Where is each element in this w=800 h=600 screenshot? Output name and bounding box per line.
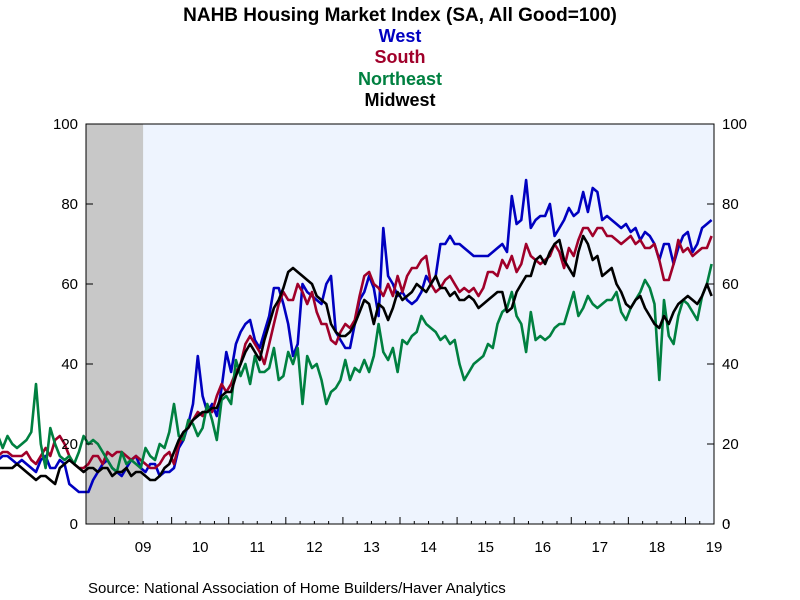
y-tick-label-right-40: 40 — [722, 356, 739, 373]
y-tick-label-right-80: 80 — [722, 196, 739, 213]
y-tick-label-right-60: 60 — [722, 276, 739, 293]
series-layer — [0, 178, 713, 494]
y-tick-label-right-100: 100 — [722, 116, 747, 133]
y-tick-label-left-100: 100 — [53, 116, 78, 133]
x-tick-label-18: 18 — [649, 539, 666, 556]
legend-south: South — [375, 47, 426, 67]
y-tick-label-left-20: 20 — [61, 436, 78, 453]
y-tick-label-right-20: 20 — [722, 436, 739, 453]
legend-midwest: Midwest — [364, 90, 435, 110]
x-tick-label-15: 15 — [477, 539, 494, 556]
series-line-midwest — [0, 234, 713, 486]
x-tick-label-09: 09 — [135, 539, 152, 556]
x-tick-label-12: 12 — [306, 539, 323, 556]
axes-layer: 0 0 20 20 40 40 60 60 80 80 100 100 09 10 11 12 13 14 15 16… — [53, 116, 747, 556]
plot-area — [86, 124, 714, 524]
y-tick-label-right-0: 0 — [722, 516, 730, 533]
x-tick-label-14: 14 — [420, 539, 437, 556]
x-tick-label-16: 16 — [534, 539, 551, 556]
x-tick-label-10: 10 — [192, 539, 209, 556]
x-tick-label-17: 17 — [591, 539, 608, 556]
x-tick-label-11: 11 — [249, 539, 265, 556]
source-note: Source: National Association of Home Bui… — [88, 580, 506, 597]
legend-northeast: Northeast — [358, 69, 442, 89]
y-tick-label-left-40: 40 — [61, 356, 78, 373]
series-line-northeast — [0, 263, 713, 474]
legend-west: West — [379, 26, 422, 46]
y-tick-label-left-80: 80 — [61, 196, 78, 213]
x-tick-label-13: 13 — [363, 539, 380, 556]
series-line-west — [0, 178, 713, 494]
plot-frame — [85, 123, 715, 525]
y-tick-label-left-60: 60 — [61, 276, 78, 293]
chart-title: NAHB Housing Market Index (SA, All Good=… — [183, 5, 617, 26]
x-tick-label-19: 19 — [706, 539, 723, 556]
y-tick-label-left-0: 0 — [70, 516, 78, 533]
